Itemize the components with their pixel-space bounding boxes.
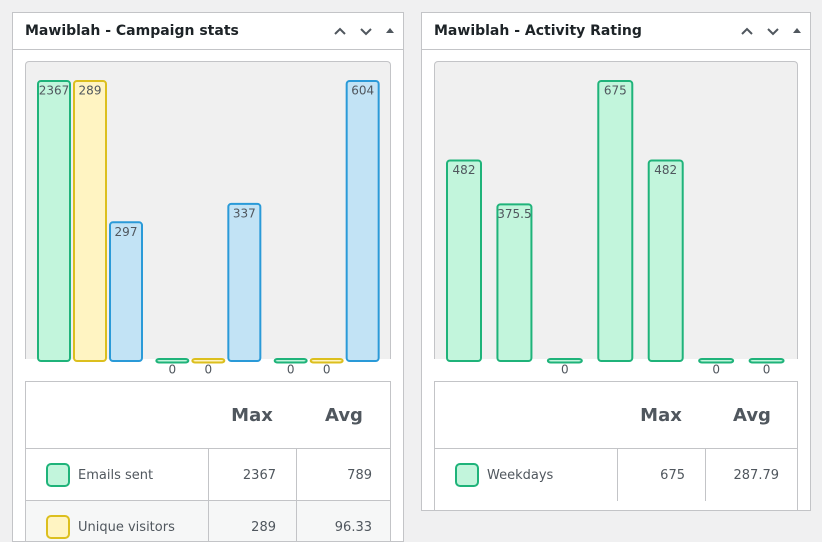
bar bbox=[698, 358, 735, 364]
bar-value-label: 675 bbox=[604, 84, 627, 98]
avg-value: 789 bbox=[296, 449, 392, 501]
bar bbox=[597, 80, 634, 362]
bar-value-label: 482 bbox=[453, 163, 476, 177]
toggle-button[interactable] bbox=[385, 25, 395, 37]
bar bbox=[309, 358, 344, 364]
move-up-button[interactable] bbox=[740, 25, 754, 37]
column-header: Avg bbox=[325, 404, 363, 426]
bar-value-label: 482 bbox=[654, 163, 677, 177]
widget-title: Mawiblah - Activity Rating bbox=[434, 23, 642, 39]
legend-label: Weekdays bbox=[487, 467, 554, 483]
bar bbox=[191, 358, 226, 364]
bar-value-label: 604 bbox=[351, 84, 374, 98]
column-header: Max bbox=[640, 404, 682, 426]
bar-value-label: 2367 bbox=[39, 84, 70, 98]
toggle-icon bbox=[386, 28, 394, 33]
bar-value-label: 289 bbox=[79, 84, 102, 98]
chart: 482 375.5 0 675 482 0 0 bbox=[446, 80, 785, 377]
bar bbox=[73, 80, 107, 362]
max-value: 2367 bbox=[208, 449, 296, 501]
bar bbox=[496, 203, 533, 362]
max-value: 675 bbox=[617, 449, 705, 501]
move-down-icon bbox=[360, 28, 372, 36]
bar-value-label: 0 bbox=[712, 363, 720, 377]
bar bbox=[273, 358, 308, 364]
legend-label: Emails sent bbox=[78, 467, 154, 483]
bar-value-label: 0 bbox=[561, 363, 569, 377]
legend-swatch bbox=[455, 463, 479, 487]
bar bbox=[109, 221, 143, 362]
bar-value-label: 0 bbox=[205, 363, 213, 377]
widget-title: Mawiblah - Campaign stats bbox=[25, 23, 239, 39]
bar-value-label: 375.5 bbox=[497, 207, 531, 221]
legend-swatch bbox=[46, 515, 70, 539]
bar-value-label: 0 bbox=[323, 363, 331, 377]
widget: Mawiblah - Activity Rating 482 375.5 0 675 48… bbox=[421, 12, 811, 511]
legend-cell: Emails sent bbox=[26, 449, 208, 501]
page: Mawiblah - Campaign stats 2367 0 0 289 0 0 297 3… bbox=[12, 12, 811, 542]
avg-value: 96.33 bbox=[296, 501, 392, 541]
legend-swatch bbox=[46, 463, 70, 487]
bar bbox=[155, 358, 190, 364]
move-down-icon bbox=[767, 28, 779, 36]
column-header: Avg bbox=[733, 404, 771, 426]
toggle-icon bbox=[793, 28, 801, 33]
widget-header: Mawiblah - Activity Rating bbox=[422, 13, 810, 50]
max-value: 289 bbox=[208, 501, 296, 541]
bar bbox=[345, 80, 380, 362]
legend-table: Max Avg Weekdays 675 287.79 bbox=[434, 381, 798, 510]
bar bbox=[227, 202, 262, 362]
bar-value-label: 0 bbox=[287, 363, 295, 377]
table-row: Weekdays 675 287.79 bbox=[435, 448, 797, 501]
chart: 2367 0 0 289 0 0 297 337 604 bbox=[37, 80, 380, 377]
table-header: Max Avg bbox=[435, 382, 797, 448]
bar-value-label: 0 bbox=[763, 363, 771, 377]
table-header: Max Avg bbox=[26, 382, 390, 448]
legend-cell: Unique visitors bbox=[26, 501, 208, 541]
bar bbox=[37, 80, 71, 362]
legend-table: Max Avg Emails sent 2367 789 Unique visitors 2… bbox=[25, 381, 392, 541]
bar bbox=[546, 358, 583, 364]
bar-value-label: 297 bbox=[115, 225, 138, 239]
move-down-button[interactable] bbox=[359, 25, 373, 37]
legend-cell: Weekdays bbox=[435, 449, 617, 501]
move-up-icon bbox=[334, 27, 346, 35]
move-up-button[interactable] bbox=[333, 25, 347, 37]
bar bbox=[647, 159, 684, 362]
toggle-button[interactable] bbox=[792, 25, 802, 37]
avg-value: 287.79 bbox=[705, 449, 799, 501]
table-row: Emails sent 2367 789 bbox=[26, 448, 390, 501]
table-row: Unique visitors 289 96.33 bbox=[26, 500, 392, 541]
bar bbox=[446, 159, 482, 362]
bar-value-label: 0 bbox=[169, 363, 177, 377]
widget-header: Mawiblah - Campaign stats bbox=[13, 13, 403, 50]
widget: Mawiblah - Campaign stats 2367 0 0 289 0 0 297 3… bbox=[12, 12, 404, 542]
column-header: Max bbox=[231, 404, 273, 426]
bar bbox=[748, 358, 785, 364]
move-up-icon bbox=[741, 27, 753, 35]
bar-value-label: 337 bbox=[233, 206, 256, 220]
move-down-button[interactable] bbox=[766, 25, 780, 37]
legend-label: Unique visitors bbox=[78, 519, 175, 535]
